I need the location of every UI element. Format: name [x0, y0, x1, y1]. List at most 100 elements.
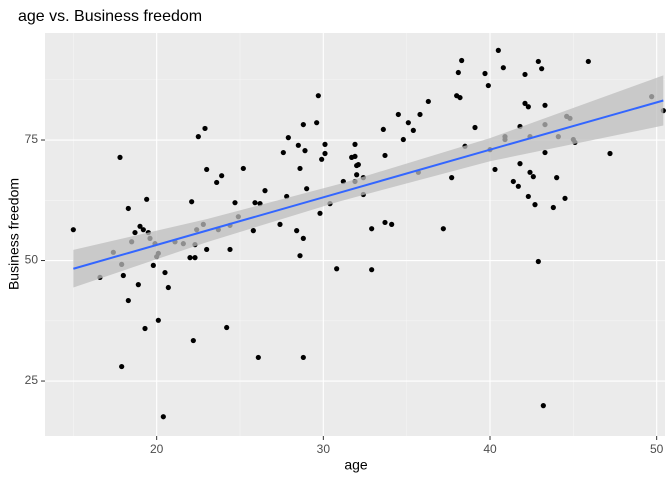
- point: [425, 98, 431, 105]
- point: [125, 297, 131, 304]
- point: [142, 325, 148, 332]
- point: [525, 104, 531, 110]
- point: [472, 124, 478, 131]
- point: [155, 317, 161, 323]
- x-tick-label: 40: [483, 442, 497, 456]
- point: [562, 195, 568, 201]
- point: [417, 111, 423, 118]
- point: [187, 255, 193, 261]
- point: [369, 267, 375, 273]
- point: [455, 69, 461, 76]
- point: [314, 120, 320, 126]
- point: [542, 102, 548, 108]
- point: [449, 175, 455, 181]
- point: [280, 149, 286, 156]
- point: [440, 226, 446, 232]
- point: [195, 134, 201, 140]
- point: [214, 179, 220, 186]
- point: [585, 58, 591, 65]
- point: [405, 120, 411, 126]
- point: [120, 272, 126, 279]
- point: [132, 229, 138, 236]
- point: [250, 228, 256, 234]
- point: [517, 161, 523, 167]
- point: [410, 127, 416, 133]
- point: [192, 255, 198, 261]
- point: [300, 354, 306, 361]
- point: [204, 246, 210, 253]
- point: [300, 235, 306, 241]
- point: [515, 183, 521, 189]
- y-axis-label: Business freedom: [6, 178, 22, 290]
- point: [530, 174, 536, 180]
- point: [232, 200, 238, 206]
- confidence-band: [73, 75, 664, 288]
- point: [140, 227, 146, 233]
- point: [322, 141, 328, 147]
- point: [522, 71, 528, 78]
- point: [525, 193, 531, 200]
- point: [297, 253, 303, 259]
- point: [150, 262, 156, 268]
- x-tick-label: 20: [150, 442, 164, 456]
- point: [162, 269, 168, 276]
- point: [285, 135, 291, 141]
- point: [252, 200, 258, 206]
- chart-title: age vs. Business freedom: [18, 8, 202, 25]
- point: [300, 121, 306, 128]
- point: [255, 354, 261, 361]
- point: [495, 47, 501, 53]
- point: [485, 82, 491, 89]
- point: [119, 363, 125, 370]
- point: [262, 188, 268, 194]
- point: [160, 414, 166, 420]
- point: [459, 57, 465, 64]
- point: [137, 223, 143, 229]
- y-tick-label: 25: [25, 373, 39, 387]
- point: [227, 246, 233, 253]
- panel: [45, 33, 665, 436]
- point: [554, 175, 560, 181]
- point: [240, 165, 246, 172]
- point: [354, 172, 360, 178]
- x-tick-label: 30: [317, 442, 331, 456]
- point: [380, 126, 386, 133]
- point: [302, 148, 308, 154]
- point: [322, 150, 328, 157]
- point: [550, 204, 556, 211]
- point: [315, 93, 321, 99]
- point: [522, 100, 528, 106]
- point: [165, 284, 171, 291]
- y-tick-label: 50: [25, 253, 39, 267]
- point: [607, 150, 613, 157]
- point: [317, 210, 323, 216]
- point: [355, 162, 361, 168]
- point: [297, 165, 303, 172]
- point: [190, 337, 196, 344]
- point: [224, 324, 230, 331]
- point: [352, 153, 358, 160]
- point: [389, 221, 395, 227]
- point: [294, 228, 300, 234]
- point: [500, 65, 506, 71]
- point: [125, 205, 131, 212]
- point: [540, 403, 546, 409]
- point: [334, 266, 340, 272]
- point: [369, 226, 375, 232]
- point: [319, 156, 325, 162]
- point: [117, 154, 123, 160]
- point: [535, 58, 541, 65]
- point: [277, 221, 283, 227]
- fit-line: [73, 99, 664, 270]
- point: [352, 141, 358, 147]
- point: [492, 166, 498, 173]
- point: [144, 196, 150, 202]
- point: [189, 199, 195, 205]
- point: [219, 173, 225, 179]
- point: [510, 178, 516, 185]
- point: [395, 111, 401, 118]
- point: [304, 186, 310, 192]
- point: [202, 125, 208, 132]
- point: [532, 202, 538, 208]
